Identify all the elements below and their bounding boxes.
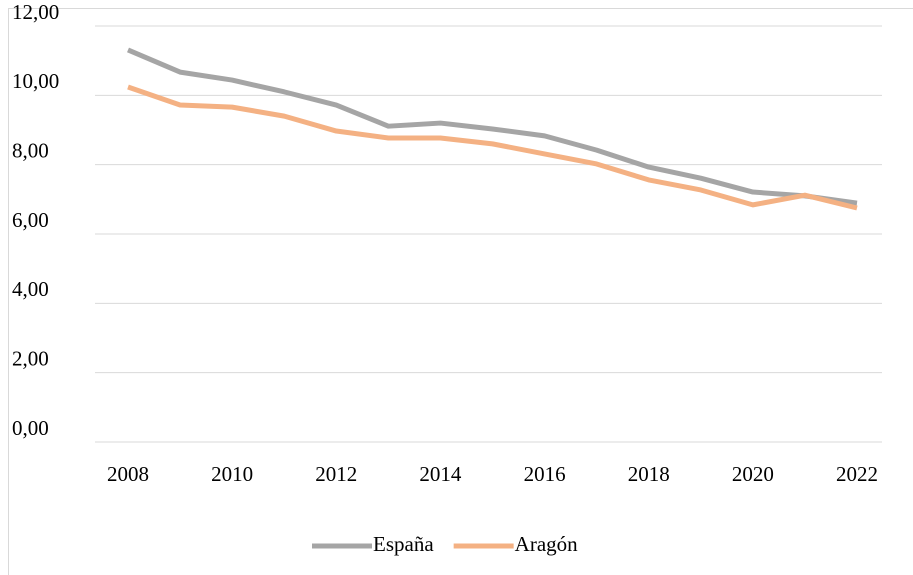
x-tick-label: 2010	[211, 462, 253, 486]
legend-label: España	[373, 532, 434, 556]
series-line	[127, 84, 858, 211]
x-tick-label: 2020	[732, 462, 774, 486]
x-tick-label: 2018	[628, 462, 670, 486]
y-tick-label: 8,00	[12, 138, 49, 162]
y-tick-label: 4,00	[12, 277, 49, 301]
y-tick-label: 2,00	[12, 346, 49, 370]
y-tick-label: 6,00	[12, 208, 49, 232]
x-tick-label: 2008	[107, 462, 149, 486]
series-line	[127, 47, 858, 206]
legend-label: Aragón	[515, 532, 578, 556]
x-tick-label: 2012	[315, 462, 357, 486]
y-tick-label: 12,00	[12, 0, 59, 24]
y-tick-label: 0,00	[12, 416, 49, 440]
x-tick-label: 2014	[419, 462, 462, 486]
x-tick-label: 2016	[524, 462, 566, 486]
y-tick-label: 10,00	[12, 69, 59, 93]
chart-border	[8, 8, 913, 575]
x-tick-label: 2022	[836, 462, 878, 486]
